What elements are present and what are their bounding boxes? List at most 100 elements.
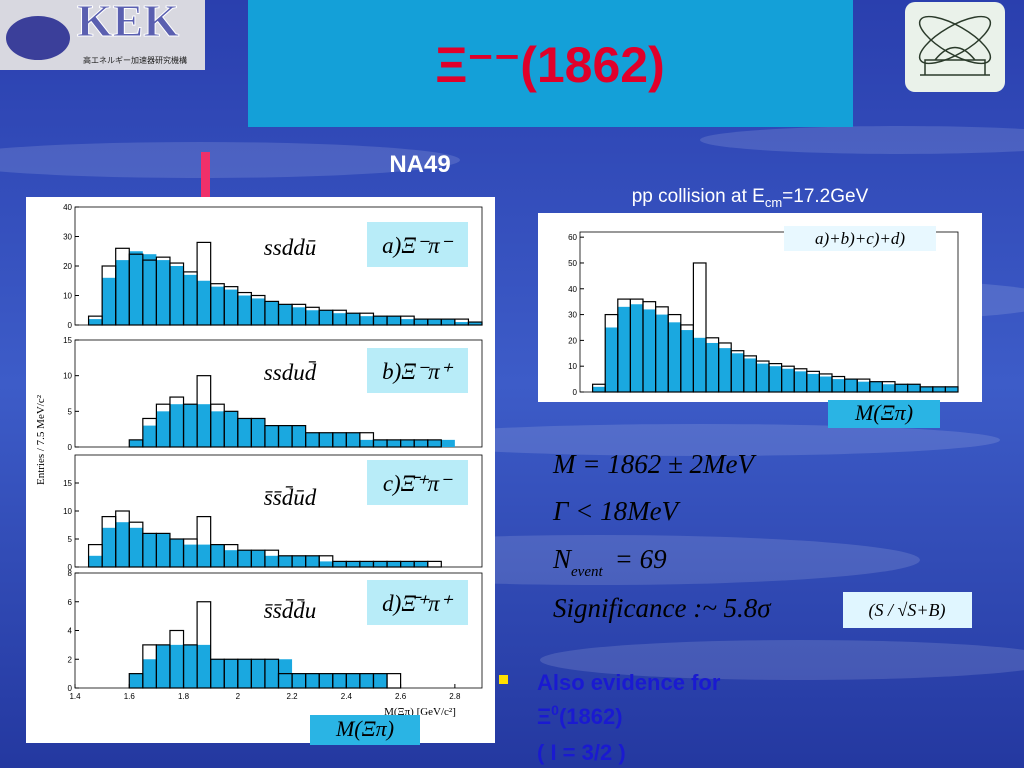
right-label-box (784, 226, 936, 251)
background-bin (292, 555, 306, 567)
y-tick-label: 15 (63, 479, 72, 488)
data-bin (427, 439, 442, 448)
background-bin (400, 439, 415, 447)
background-bin (414, 561, 428, 567)
x-tick-label: 2.2 (287, 692, 299, 701)
subtitle-text: pp collision at E (632, 186, 765, 207)
logo-subtitle: 高エネルギー加速器研究機構 (83, 55, 187, 65)
background-bin (183, 544, 198, 567)
background-bin (373, 316, 388, 325)
background-bin (224, 550, 238, 567)
background-bin (319, 561, 333, 567)
x-tick-label: 1.4 (69, 692, 81, 701)
x-tick-label: 1.6 (124, 692, 136, 701)
data-bin (196, 601, 212, 689)
y-tick-label: 40 (63, 203, 72, 212)
background-bin (617, 306, 631, 392)
y-tick-label: 4 (68, 627, 73, 636)
background-bin (359, 439, 374, 447)
data-bin (196, 515, 212, 568)
background-bin (197, 544, 211, 567)
background-bin (142, 425, 157, 447)
background-bin (441, 319, 455, 325)
y-tick-label: 10 (568, 362, 577, 371)
background-bin (169, 539, 184, 567)
panel-label-box (367, 222, 468, 267)
experiment: NA49 (389, 151, 450, 178)
background-bin (373, 673, 388, 688)
background-bin (668, 322, 681, 392)
background-bin (129, 251, 143, 325)
data-bin (386, 673, 402, 689)
background-bin (183, 274, 198, 325)
axis-box-text: M(Ξπ) (335, 716, 394, 741)
y-tick-label: 20 (63, 262, 72, 271)
background-bin (332, 432, 347, 447)
background-bin (142, 659, 157, 688)
quark-content: ssddū (264, 235, 316, 260)
background-bin (373, 439, 388, 447)
significance-def: (S / √S+B) (868, 600, 945, 621)
background-bin (414, 439, 428, 447)
background-bin (387, 316, 401, 325)
background-bin (210, 411, 225, 447)
background-bin (693, 337, 706, 392)
background-bin (197, 644, 211, 688)
background-bin (844, 379, 858, 392)
background-bin (441, 439, 455, 447)
width: Γ < 18MeV (552, 496, 682, 526)
background-bin (346, 313, 360, 325)
y-tick-label: 10 (63, 292, 72, 301)
background-bin (251, 550, 265, 567)
background-bin (264, 301, 279, 325)
background-bin (794, 371, 807, 392)
background-bin (756, 363, 769, 392)
bullet: Also evidence for Ξ0(1862) ( I = 3/2 ) (537, 670, 721, 765)
x-tick-label: 2.8 (449, 692, 461, 701)
background-bin (264, 659, 279, 688)
background-bin (237, 550, 252, 567)
background-bin (605, 327, 618, 392)
background-bin (102, 277, 116, 325)
background-bin (655, 314, 669, 392)
y-tick-label: 5 (68, 535, 73, 544)
background-bin (224, 659, 238, 688)
background-bin (237, 418, 252, 447)
subtitle: pp collision at Ecm=17.2GeV (632, 186, 869, 210)
background-bin (169, 404, 184, 447)
background-bin (305, 673, 320, 688)
y-tick-label: 10 (63, 507, 72, 516)
logo-mark (6, 16, 70, 60)
y-tick-label: 5 (68, 407, 73, 416)
background-bin (197, 404, 211, 447)
background-bin (88, 319, 103, 325)
bullet-line: ( I = 3/2 ) (537, 740, 626, 765)
quark-content: ssdud̄ (264, 360, 317, 385)
title-box (248, 0, 853, 127)
bullet-sup: 0 (551, 702, 559, 718)
y-tick-label: 50 (568, 259, 577, 268)
background-bin (102, 527, 116, 567)
background-bin (731, 353, 744, 392)
y-tick-label: 0 (68, 443, 73, 452)
background-bin (183, 644, 198, 688)
background-bin (251, 659, 265, 688)
mass: M = 1862 ± 2MeV (552, 449, 758, 479)
panel-label: b)Ξ⁻π⁺ (382, 359, 454, 384)
axis-box (310, 715, 420, 745)
n-value: = 69 (615, 544, 667, 574)
background-bin (237, 295, 252, 325)
background-bin (743, 358, 757, 392)
n-symbol: N (552, 544, 573, 574)
background-bin (468, 322, 482, 325)
background-bin (400, 319, 415, 325)
background-bin (169, 644, 184, 688)
y-axis-label: Entries / 7.5 MeV/c² (35, 394, 47, 485)
y-tick-label: 6 (68, 598, 73, 607)
background-bin (264, 425, 279, 447)
y-tick-label: 15 (63, 336, 72, 345)
background-bin (346, 561, 360, 567)
x-tick-label: 1.8 (178, 692, 190, 701)
